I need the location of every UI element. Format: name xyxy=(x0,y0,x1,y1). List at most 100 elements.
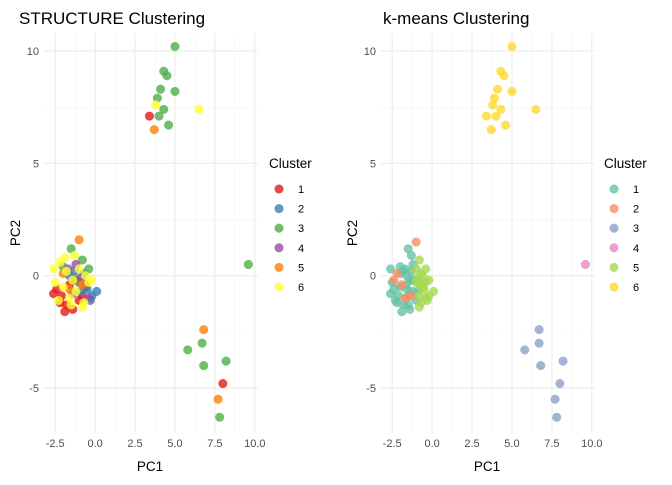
data-point-cluster-6 xyxy=(531,104,541,115)
legend-marker-2 xyxy=(609,203,619,214)
data-point-cluster-6 xyxy=(66,300,76,310)
data-point-cluster-1 xyxy=(144,111,155,121)
data-point-cluster-1 xyxy=(60,307,70,317)
x-tick-label: -2.5 xyxy=(383,438,402,450)
data-point-cluster-4 xyxy=(580,259,591,270)
data-point-cluster-6 xyxy=(151,100,161,110)
data-point-cluster-5 xyxy=(411,264,421,274)
legend-marker-4 xyxy=(274,243,284,253)
data-point-cluster-3 xyxy=(536,360,546,371)
data-point-cluster-6 xyxy=(69,250,79,261)
data-point-cluster-2 xyxy=(397,280,407,290)
x-tick-label: 10.0 xyxy=(581,438,602,450)
legend-label: 1 xyxy=(298,184,304,196)
data-point-cluster-6 xyxy=(87,275,97,285)
data-point-cluster-3 xyxy=(534,338,544,348)
data-point-cluster-6 xyxy=(496,104,506,115)
scatter-panel-2: -2.5 0.0 2.5 5.0 7.5 10.0 -5 0 5 10 PC1 PC2 k-means … xyxy=(345,9,647,474)
x-tick-label: 5.0 xyxy=(167,438,182,450)
data-point-cluster-3 xyxy=(534,324,544,335)
legend-label: 3 xyxy=(633,223,639,235)
y-tick-label: 5 xyxy=(370,158,376,170)
data-point-cluster-6 xyxy=(71,286,81,297)
data-point-cluster-6 xyxy=(491,111,501,121)
legend-marker-2 xyxy=(274,203,284,214)
legend: Cluster 1 2 3 4 5 6 xyxy=(269,156,312,294)
data-point-cluster-3 xyxy=(159,104,169,115)
data-point-cluster-6 xyxy=(68,275,78,285)
data-point-cluster-3 xyxy=(550,394,560,404)
x-tick-label: 2.5 xyxy=(464,438,479,450)
data-point-cluster-6 xyxy=(488,100,498,110)
legend-title: Cluster xyxy=(604,156,647,171)
y-tick-label: 10 xyxy=(364,46,376,58)
data-point-cluster-1 xyxy=(218,378,228,389)
legend-label: 1 xyxy=(633,184,639,196)
legend-marker-1 xyxy=(274,184,284,194)
x-tick-label: 5.0 xyxy=(504,438,519,450)
data-point-cluster-6 xyxy=(58,282,68,292)
data-point-cluster-3 xyxy=(199,360,209,371)
legend-marker-1 xyxy=(609,184,619,194)
data-point-cluster-6 xyxy=(60,253,70,263)
data-point-cluster-5 xyxy=(149,124,159,135)
legend-label: 3 xyxy=(298,223,304,235)
data-point-cluster-6 xyxy=(481,111,492,121)
data-point-cluster-2 xyxy=(411,237,421,247)
legend-marker-6 xyxy=(609,282,619,292)
y-tick-label: -5 xyxy=(29,383,39,395)
data-point-cluster-5 xyxy=(199,324,209,335)
data-point-cluster-1 xyxy=(390,295,401,306)
chart-title: k-means Clustering xyxy=(383,9,529,28)
data-point-cluster-6 xyxy=(74,264,84,274)
data-point-cluster-6 xyxy=(507,86,517,97)
data-point-cluster-3 xyxy=(520,345,530,355)
legend-marker-6 xyxy=(274,282,284,292)
y-tick-label: 0 xyxy=(370,271,376,283)
data-point-cluster-2 xyxy=(389,275,399,285)
scatter-panel-1: -2.5 0.0 2.5 5.0 7.5 10.0 -5 0 5 10 PC1 PC2 STRUCTUR… xyxy=(8,9,312,474)
data-point-cluster-1 xyxy=(385,264,396,274)
data-point-cluster-3 xyxy=(552,412,562,422)
x-axis-title: PC1 xyxy=(137,459,163,474)
data-point-cluster-2 xyxy=(406,291,416,301)
legend: Cluster 1 2 3 4 5 6 xyxy=(604,156,647,294)
data-point-cluster-3 xyxy=(162,71,172,81)
legend-label: 4 xyxy=(633,243,639,255)
data-point-cluster-5 xyxy=(429,286,439,297)
y-tick-label: 0 xyxy=(33,271,39,283)
x-tick-label: 10.0 xyxy=(244,438,265,450)
legend-label: 2 xyxy=(298,204,304,216)
y-tick-label: 5 xyxy=(33,158,39,170)
data-point-cluster-6 xyxy=(486,124,496,135)
data-point-cluster-3 xyxy=(170,41,180,52)
x-tick-label: 7.5 xyxy=(207,438,222,450)
data-point-cluster-6 xyxy=(194,104,204,115)
legend-label: 4 xyxy=(298,243,304,255)
legend-marker-5 xyxy=(609,262,619,273)
y-axis-title: PC2 xyxy=(8,220,23,246)
y-axis-title: PC2 xyxy=(345,220,360,246)
x-tick-label: -2.5 xyxy=(46,438,65,450)
legend-label: 5 xyxy=(633,262,639,274)
legend-marker-3 xyxy=(274,223,284,233)
data-point-cluster-3 xyxy=(183,345,193,355)
data-point-cluster-3 xyxy=(243,259,254,270)
data-point-cluster-6 xyxy=(499,71,509,81)
x-tick-label: 2.5 xyxy=(127,438,142,450)
data-point-cluster-5 xyxy=(417,282,428,292)
data-point-cluster-3 xyxy=(197,338,207,348)
legend-label: 6 xyxy=(298,282,304,294)
data-point-cluster-3 xyxy=(555,378,565,389)
data-point-cluster-5 xyxy=(414,302,424,312)
data-point-cluster-5 xyxy=(414,291,424,301)
data-point-cluster-3 xyxy=(163,120,174,130)
y-tick-label: 10 xyxy=(27,46,39,58)
data-point-cluster-3 xyxy=(215,412,225,422)
legend-label: 2 xyxy=(633,204,639,216)
data-point-cluster-6 xyxy=(507,41,517,52)
data-point-cluster-6 xyxy=(48,264,59,274)
data-point-cluster-3 xyxy=(221,356,231,366)
